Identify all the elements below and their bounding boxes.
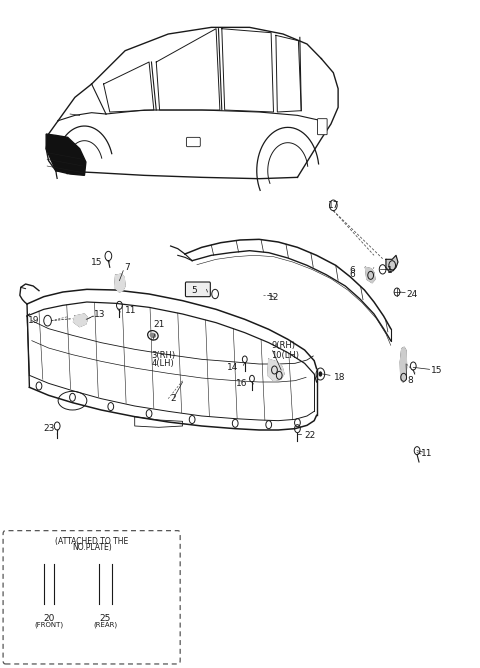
Text: 21: 21 [153,320,164,329]
Text: 23: 23 [43,424,55,433]
Text: 15: 15 [432,366,443,375]
Polygon shape [115,274,125,292]
Text: 6: 6 [349,269,355,279]
Text: 12: 12 [268,293,279,302]
Ellipse shape [150,333,156,338]
Text: 9(RH): 9(RH) [271,341,295,351]
Text: 2: 2 [170,394,176,403]
Text: 17: 17 [327,201,339,210]
Polygon shape [73,314,88,327]
Text: (FRONT): (FRONT) [34,622,63,629]
Text: 19: 19 [27,316,39,325]
Text: 14: 14 [227,363,239,372]
Text: 5: 5 [191,286,197,295]
Polygon shape [400,347,407,382]
Text: 25: 25 [99,614,111,623]
Text: NO.PLATE): NO.PLATE) [72,543,111,552]
Polygon shape [46,134,86,175]
Text: 11: 11 [125,306,137,315]
Polygon shape [268,359,284,381]
Text: 15: 15 [91,257,103,267]
FancyBboxPatch shape [186,138,200,147]
FancyBboxPatch shape [185,282,210,297]
FancyBboxPatch shape [318,119,327,135]
Text: 20: 20 [43,614,54,623]
Text: 11: 11 [421,450,432,458]
Circle shape [319,371,323,377]
Polygon shape [365,267,375,283]
Polygon shape [386,255,398,272]
Text: 1: 1 [387,266,393,275]
Text: (REAR): (REAR) [93,622,117,629]
Text: (ATTACHED TO THE: (ATTACHED TO THE [55,536,128,546]
Text: 4(LH): 4(LH) [152,359,174,369]
Text: 6: 6 [349,266,355,275]
Text: 13: 13 [94,309,106,319]
FancyBboxPatch shape [3,530,180,664]
Text: 3(RH): 3(RH) [152,351,176,360]
Text: 7: 7 [125,263,131,272]
Text: 16: 16 [236,379,248,389]
Text: 22: 22 [305,431,316,440]
Text: 10(LH): 10(LH) [271,351,299,360]
Text: 18: 18 [334,373,345,382]
Text: 24: 24 [407,289,418,299]
Text: 8: 8 [408,376,413,385]
